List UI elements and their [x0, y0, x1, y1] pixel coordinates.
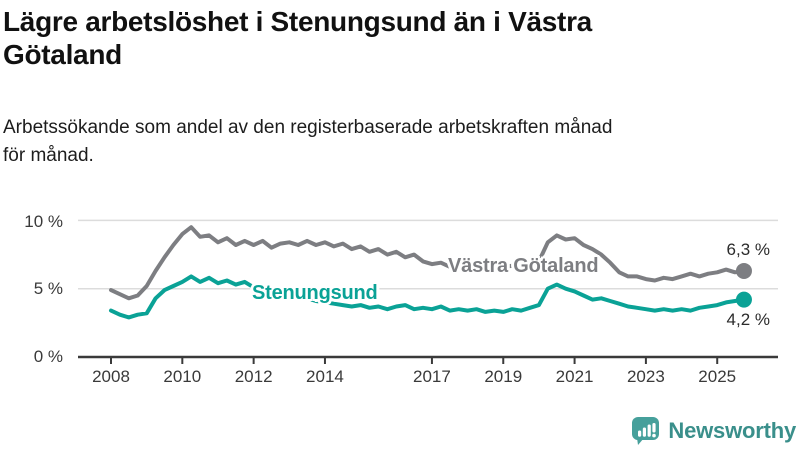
series-line-v-stra-g-taland [109, 225, 746, 301]
series-label-vastra-gotaland: Västra Götaland [448, 255, 599, 277]
brand-name: Newsworthy [668, 418, 796, 443]
chart-subtitle: Arbetssökande som andel av den registerb… [3, 117, 613, 166]
end-value-label-stenungsund: 4,2 % [726, 310, 770, 329]
series-lines [109, 225, 752, 320]
newsworthy-logo: Newsworthy [630, 416, 796, 446]
x-tick-label: 2021 [555, 367, 594, 386]
series-line-stenungsund [109, 274, 746, 320]
y-tick-label-0: 0 % [33, 347, 63, 366]
y-tick-label-10: 10 % [24, 212, 63, 231]
gridlines [78, 219, 778, 290]
y-tick-label-5: 5 % [33, 279, 63, 298]
series-label-stenungsund: Stenungsund [252, 282, 378, 304]
chart-title: Lägre arbetslöshet i Stenungsund än i Vä… [3, 6, 592, 70]
end-value-label-vastra-gotaland: 6,3 % [726, 240, 770, 259]
x-axis-tick-marks [110, 357, 719, 364]
series-end-dot-v-stra-g-taland [735, 262, 752, 279]
x-tick-label: 2012 [234, 367, 273, 386]
x-tick-label: 2008 [92, 367, 130, 386]
x-tick-label: 2014 [306, 367, 344, 386]
bar-chart-bubble-icon [632, 417, 660, 445]
x-tick-label: 2025 [698, 367, 737, 386]
series-end-dot-stenungsund [735, 291, 752, 308]
x-tick-label: 2017 [413, 367, 451, 386]
x-tick-label: 2010 [163, 367, 202, 386]
x-tick-label: 2023 [626, 367, 665, 386]
x-tick-label: 2019 [484, 367, 523, 386]
